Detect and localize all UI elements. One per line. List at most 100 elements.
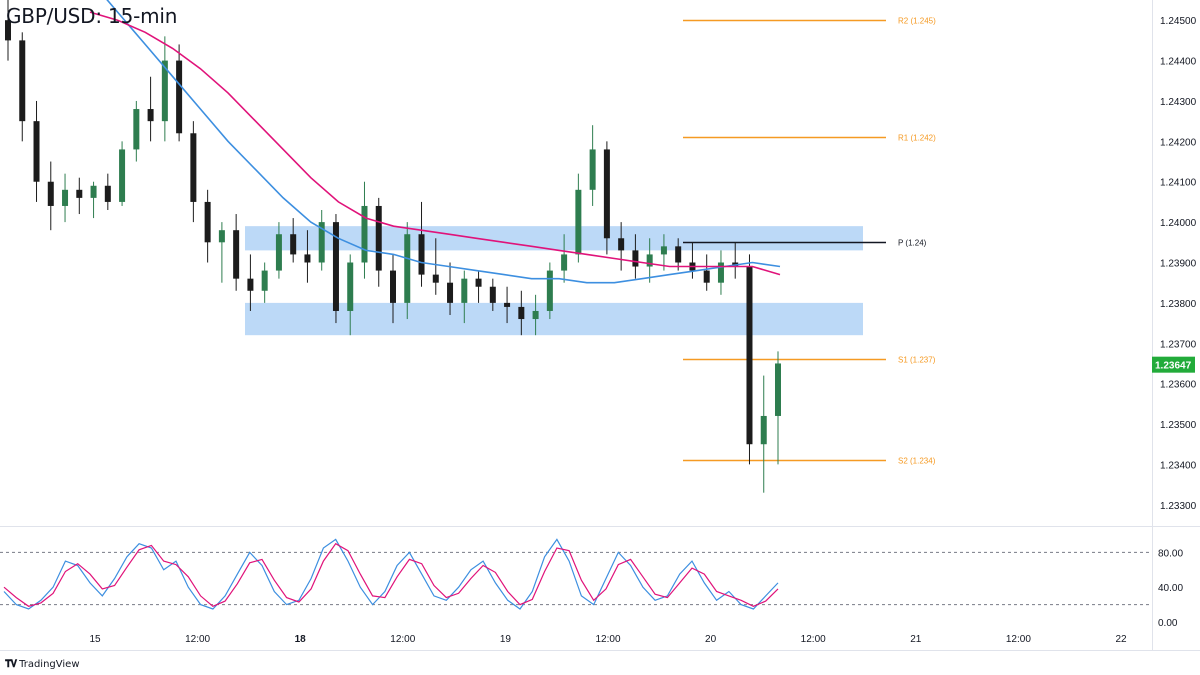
candle-body	[361, 205, 368, 263]
grid	[0, 0, 1200, 651]
candle-body	[332, 222, 339, 311]
time-tick-label: 15	[89, 634, 101, 645]
candle-body	[247, 278, 254, 291]
candle-body	[760, 415, 767, 445]
candle-body	[119, 149, 126, 202]
candle-body	[233, 230, 240, 279]
time-tick-label: 22	[1115, 634, 1127, 645]
price-tick-label: 1.24100	[1160, 178, 1197, 189]
candle-body	[190, 133, 197, 202]
candle-body	[660, 246, 667, 255]
candle-body	[375, 205, 382, 271]
candle-body	[561, 254, 568, 271]
candle-body	[347, 262, 354, 311]
candle-body	[176, 60, 183, 134]
price-tick-label: 1.23300	[1160, 501, 1197, 512]
candle-body	[304, 254, 311, 263]
last-price-label: 1.23647	[1155, 361, 1192, 372]
time-tick-label: 21	[910, 634, 922, 645]
candle-body	[603, 149, 610, 239]
price-tick-label: 1.23400	[1160, 460, 1197, 471]
candle-body	[161, 60, 168, 122]
price-tick-label: 1.23600	[1160, 380, 1197, 391]
candle-body	[575, 189, 582, 255]
price-tick-label: 1.24500	[1160, 16, 1197, 27]
time-tick-label: 12:00	[1006, 634, 1031, 645]
candle-body	[475, 278, 482, 287]
price-tick-label: 1.24200	[1160, 137, 1197, 148]
candle-body	[518, 306, 525, 320]
candle-body	[5, 20, 11, 41]
candle-body	[318, 222, 325, 263]
candle-body	[717, 262, 724, 283]
support-resistance-zone	[245, 226, 863, 251]
candle-body	[90, 185, 97, 198]
time-tick-label: 18	[295, 634, 307, 645]
candle-body	[47, 181, 54, 206]
candle-body	[632, 250, 639, 267]
candle-body	[432, 274, 439, 283]
candle-body	[532, 310, 539, 320]
price-tick-label: 1.23500	[1160, 420, 1197, 431]
price-tick-label: 1.23900	[1160, 259, 1197, 270]
price-tick-label: 1.23700	[1160, 339, 1197, 350]
slow-ma-line	[89, 11, 781, 276]
oscillator-tick-label: 40.00	[1158, 583, 1183, 594]
candle-body	[204, 201, 211, 243]
candle-body	[775, 363, 781, 416]
level-label: S1 (1.237)	[898, 356, 936, 365]
time-tick-label: 20	[705, 634, 717, 645]
oscillator-tick-label: 0.00	[1158, 618, 1178, 629]
candle-body	[390, 270, 396, 303]
moving-averages	[89, 0, 781, 284]
brand-label: TradingView	[19, 659, 80, 670]
candle-body	[404, 234, 411, 303]
fast-ma-line	[106, 0, 781, 284]
candle-body	[19, 40, 26, 122]
candle-body	[675, 246, 682, 263]
level-label: S2 (1.234)	[898, 457, 936, 466]
candle-body	[62, 189, 69, 206]
brand: 𝐓𝐕 TradingView	[5, 659, 80, 670]
time-tick-label: 12:00	[595, 634, 620, 645]
time-tick-label: 12:00	[185, 634, 210, 645]
candle-body	[489, 286, 496, 303]
level-label: R2 (1.245)	[898, 17, 936, 26]
oscillator-tick-label: 80.00	[1158, 548, 1183, 559]
candle-body	[104, 185, 111, 202]
last-price-tag	[1152, 356, 1195, 373]
candle-body	[418, 234, 425, 275]
candle-body	[33, 121, 40, 182]
time-tick-label: 12:00	[801, 634, 826, 645]
stoch-d-line	[3, 542, 779, 607]
stochastic-panel	[0, 538, 1152, 610]
candle-body	[546, 270, 553, 311]
candle-body	[147, 109, 154, 122]
candle-body	[76, 189, 83, 198]
stoch-k-line	[3, 538, 779, 610]
candle-body	[275, 234, 282, 271]
tradingview-logo-icon: 𝐓𝐕	[5, 659, 17, 670]
price-tick-label: 1.24000	[1160, 218, 1197, 229]
candles	[5, 0, 781, 493]
price-tick-label: 1.23800	[1160, 299, 1197, 310]
candle-body	[461, 278, 468, 303]
candle-body	[133, 109, 140, 150]
price-tick-label: 1.24400	[1160, 57, 1197, 68]
candle-body	[447, 282, 454, 303]
candle-body	[218, 230, 225, 243]
candle-body	[290, 234, 297, 255]
time-tick-label: 12:00	[390, 634, 415, 645]
candle-body	[504, 302, 511, 307]
candle-body	[589, 149, 596, 190]
candle-body	[703, 270, 710, 283]
level-label: R1 (1.242)	[898, 134, 936, 143]
candle-body	[261, 270, 268, 291]
axes: 1.24500 1.24400 1.24300 1.24200 1.24100 1.240…	[89, 16, 1196, 645]
chart-title: GBP/USD: 15-min	[6, 4, 178, 28]
candle-body	[618, 238, 625, 251]
price-tick-label: 1.24300	[1160, 97, 1197, 108]
candle-body	[746, 266, 753, 445]
time-tick-label: 19	[500, 634, 512, 645]
